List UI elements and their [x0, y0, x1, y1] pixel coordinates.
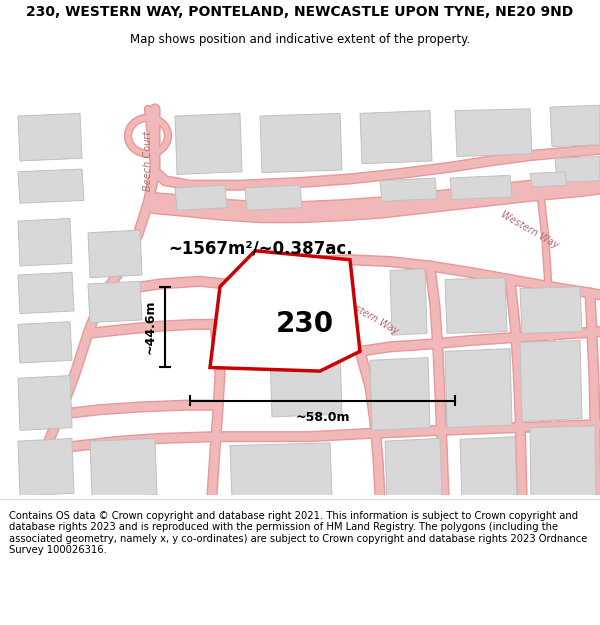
Polygon shape [230, 443, 332, 499]
Polygon shape [88, 281, 142, 322]
Polygon shape [450, 176, 512, 199]
Polygon shape [245, 185, 302, 211]
Polygon shape [270, 268, 342, 345]
Polygon shape [210, 251, 360, 371]
Text: Western Way: Western Way [499, 209, 560, 251]
Polygon shape [18, 169, 84, 203]
Text: Beech Court: Beech Court [143, 131, 153, 191]
Polygon shape [175, 185, 227, 211]
Polygon shape [370, 357, 430, 431]
Polygon shape [360, 111, 432, 164]
Text: Contains OS data © Crown copyright and database right 2021. This information is : Contains OS data © Crown copyright and d… [9, 511, 587, 556]
Polygon shape [445, 349, 512, 428]
Polygon shape [18, 376, 72, 431]
Polygon shape [380, 178, 437, 201]
Polygon shape [550, 105, 600, 147]
Polygon shape [18, 272, 74, 314]
Polygon shape [530, 172, 567, 187]
Text: Map shows position and indicative extent of the property.: Map shows position and indicative extent… [130, 33, 470, 46]
Text: 230, WESTERN WAY, PONTELAND, NEWCASTLE UPON TYNE, NE20 9ND: 230, WESTERN WAY, PONTELAND, NEWCASTLE U… [26, 5, 574, 19]
Polygon shape [390, 269, 427, 335]
Polygon shape [445, 278, 507, 333]
Polygon shape [460, 437, 517, 502]
Polygon shape [90, 438, 157, 498]
Polygon shape [18, 113, 82, 161]
Polygon shape [520, 341, 582, 421]
Text: 230: 230 [276, 311, 334, 338]
Text: Western Way: Western Way [340, 295, 401, 336]
Polygon shape [455, 109, 532, 156]
Polygon shape [18, 322, 72, 363]
Text: ~58.0m: ~58.0m [295, 411, 350, 424]
Polygon shape [175, 113, 242, 174]
Polygon shape [270, 349, 342, 417]
Polygon shape [88, 230, 142, 278]
Polygon shape [385, 438, 442, 502]
Polygon shape [530, 426, 596, 501]
Polygon shape [18, 218, 72, 266]
Polygon shape [520, 287, 582, 333]
Polygon shape [555, 156, 600, 182]
Polygon shape [18, 438, 74, 496]
Text: ~44.6m: ~44.6m [144, 300, 157, 354]
Polygon shape [260, 113, 342, 173]
Text: ~1567m²/~0.387ac.: ~1567m²/~0.387ac. [168, 239, 353, 257]
